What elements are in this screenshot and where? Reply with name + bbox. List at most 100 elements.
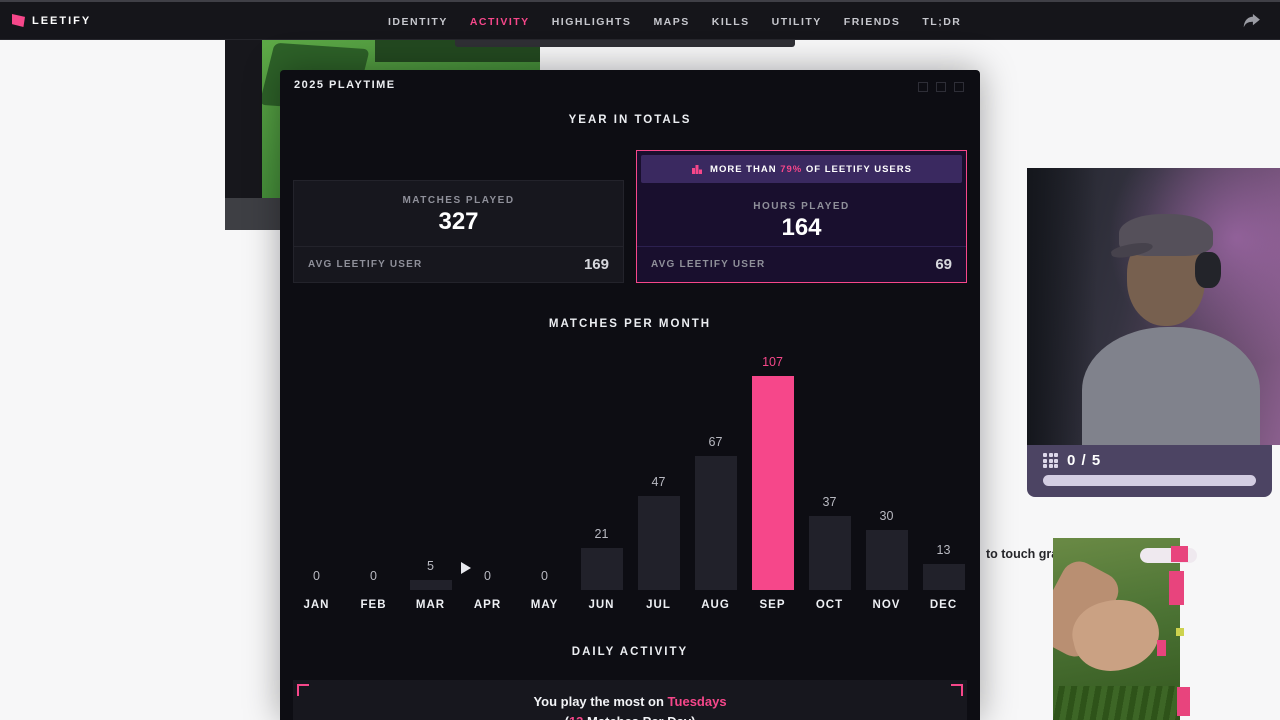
podium-icon [692,165,703,174]
bar[interactable] [409,580,452,590]
grass-texture [1053,686,1180,720]
grass-video [1053,538,1180,720]
month-label: MAR [415,599,446,611]
counter-progress-bar [1043,475,1256,486]
chart-column-may[interactable]: 0 MAY [516,336,573,614]
share-icon [1243,14,1260,28]
bar-value-label: 0 [484,569,491,583]
nav-item-tldr[interactable]: TL;DR [922,16,962,28]
grid-icon [1043,453,1058,468]
year-in-totals-heading: YEAR IN TOTALS [568,114,692,126]
month-label: SEP [759,599,786,611]
daily-activity-insight-card: You play the most on Tuesdays (13 Matche… [293,680,967,720]
logo[interactable]: LEETIFY [0,14,91,27]
chart-column-aug[interactable]: 67 AUG [687,336,744,614]
bar-value-label: 0 [313,569,320,583]
bar[interactable] [808,516,851,590]
counter-row: 0 / 5 [1027,445,1272,469]
matches-played-label: MATCHES PLAYED [402,195,515,206]
panel-control-icon[interactable] [954,82,964,92]
insight-line2: (13 Matches Per Day) [293,714,967,720]
top-nav-bar: LEETIFY IDENTITY ACTIVITY HIGHLIGHTS MAPS KI… [0,0,1280,40]
month-label: JUL [646,599,671,611]
chart-column-jul[interactable]: 47 JUL [630,336,687,614]
bar[interactable] [694,456,737,590]
bar[interactable] [580,548,623,590]
bar[interactable] [637,496,680,590]
hours-played-label: HOURS PLAYED [753,201,850,212]
hours-played-card: MORE THAN 79% OF LEETIFY USERS HOURS PLA… [636,150,967,283]
bar-value-label: 107 [762,355,783,369]
chart-column-jun[interactable]: 21 JUN [573,336,630,614]
month-label: JAN [303,599,330,611]
share-button[interactable] [1243,14,1260,33]
chart-column-sep[interactable]: 107 SEP [744,336,801,614]
chart-column-dec[interactable]: 13 DEC [915,336,972,614]
mouse-cursor [461,562,471,574]
chart-column-apr[interactable]: 0 APR [459,336,516,614]
totals-cards-row: MATCHES PLAYED 327 AVG LEETIFY USER 169 … [293,150,967,283]
chart-column-feb[interactable]: 0 FEB [345,336,402,614]
bar[interactable] [922,564,965,590]
matches-played-value: 327 [438,208,479,235]
counter-value: 0 / 5 [1067,452,1102,469]
logo-text: LEETIFY [32,14,92,27]
page-accent [1176,628,1184,636]
bar-value-label: 0 [541,569,548,583]
hours-card-footer: AVG LEETIFY USER 69 [637,246,966,282]
matches-per-month-heading: MATCHES PER MONTH [548,318,712,330]
month-label: FEB [360,599,387,611]
bar-value-label: 67 [708,435,723,449]
panel-title: 2025 PLAYTIME [294,79,396,91]
page-accent [1169,571,1184,605]
percentile-badge-text: MORE THAN 79% OF LEETIFY USERS [710,163,912,175]
page-accent-pill [1140,548,1197,563]
matches-per-month-chart: 0 JAN 0 FEB 5 MAR 0 APR 0 MAY 21 JUN 47 JUL 67 AUG 107 SE… [288,336,972,614]
chart-column-nov[interactable]: 30 NOV [858,336,915,614]
nav-item-activity[interactable]: ACTIVITY [469,16,530,28]
hours-played-value: 164 [781,214,822,241]
panel-control-icon[interactable] [936,82,946,92]
chart-column-jan[interactable]: 0 JAN [288,336,345,614]
avg-user-value: 169 [583,256,609,273]
nav-item-kills[interactable]: KILLS [711,16,750,28]
bar-value-label: 30 [879,509,894,523]
month-label: NOV [872,599,901,611]
percentile-badge: MORE THAN 79% OF LEETIFY USERS [641,155,962,183]
underlying-page-strip [455,40,795,47]
playtime-panel: 2025 PLAYTIME YEAR IN TOTALS MATCHES PLA… [280,70,980,720]
counter-overlay: 0 / 5 [1027,445,1272,497]
panel-control-icon[interactable] [918,82,928,92]
grass-caption-text: to touch grass [986,547,1073,561]
avg-user-label: AVG LEETIFY USER [651,259,766,270]
nav-menu: IDENTITY ACTIVITY HIGHLIGHTS MAPS KILLS UTILI… [388,2,961,42]
matches-played-card: MATCHES PLAYED 327 AVG LEETIFY USER 169 [293,180,624,283]
page-accent [1157,640,1166,656]
month-label: AUG [701,599,730,611]
month-label: APR [473,599,502,611]
streamer-torso [1082,327,1260,445]
highlight-count: 13 [569,714,583,720]
nav-item-maps[interactable]: MAPS [653,16,690,28]
daily-activity-heading: DAILY ACTIVITY [571,646,689,658]
bar-value-label: 21 [594,527,609,541]
chart-column-mar[interactable]: 5 MAR [402,336,459,614]
month-label: DEC [929,599,958,611]
bar[interactable] [751,376,794,590]
nav-item-identity[interactable]: IDENTITY [388,16,448,28]
nav-item-highlights[interactable]: HIGHLIGHTS [551,16,632,28]
month-label: JUN [588,599,615,611]
insight-line1: You play the most on Tuesdays [533,694,727,709]
month-label: MAY [530,599,559,611]
headphones [1195,252,1221,288]
bar-value-label: 13 [936,543,951,557]
bar[interactable] [865,530,908,590]
avg-user-value: 69 [935,256,952,273]
bar-value-label: 0 [370,569,377,583]
chart-column-oct[interactable]: 37 OCT [801,336,858,614]
nav-item-utility[interactable]: UTILITY [771,16,822,28]
avg-user-label: AVG LEETIFY USER [308,259,423,270]
nav-item-friends[interactable]: FRIENDS [843,16,901,28]
bar-value-label: 47 [651,475,666,489]
